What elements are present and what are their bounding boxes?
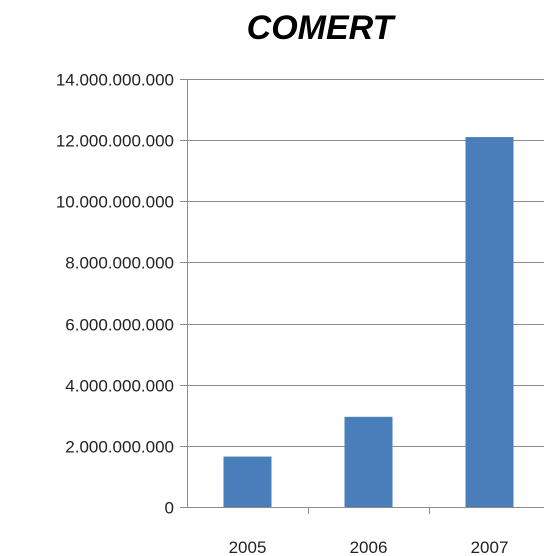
y-tick-label: 10.000.000.000 <box>56 193 174 212</box>
y-tick-label: 14.000.000.000 <box>56 71 174 90</box>
y-tick-label: 2.000.000.000 <box>65 438 174 457</box>
axes <box>180 79 544 514</box>
bar-2007 <box>465 137 514 508</box>
y-tick-label: 12.000.000.000 <box>56 132 174 151</box>
bars <box>223 137 514 508</box>
y-tick-label: 6.000.000.000 <box>65 316 174 335</box>
x-axis-tick-labels: 2005 2006 2007 <box>229 538 509 556</box>
chart-title: COMERT <box>247 9 397 47</box>
y-axis-tick-labels: 0 2.000.000.000 4.000.000.000 6.000.000.000… <box>56 71 174 518</box>
y-tick-label: 0 <box>165 499 174 518</box>
bar-2005 <box>223 456 272 507</box>
bar-2006 <box>344 416 393 507</box>
y-tick-label: 8.000.000.000 <box>65 254 174 273</box>
x-tick-label: 2006 <box>350 538 388 556</box>
y-tick-label: 4.000.000.000 <box>65 377 174 396</box>
x-tick-label: 2005 <box>229 538 267 556</box>
x-tick-label: 2007 <box>471 538 509 556</box>
gridlines <box>187 79 544 447</box>
